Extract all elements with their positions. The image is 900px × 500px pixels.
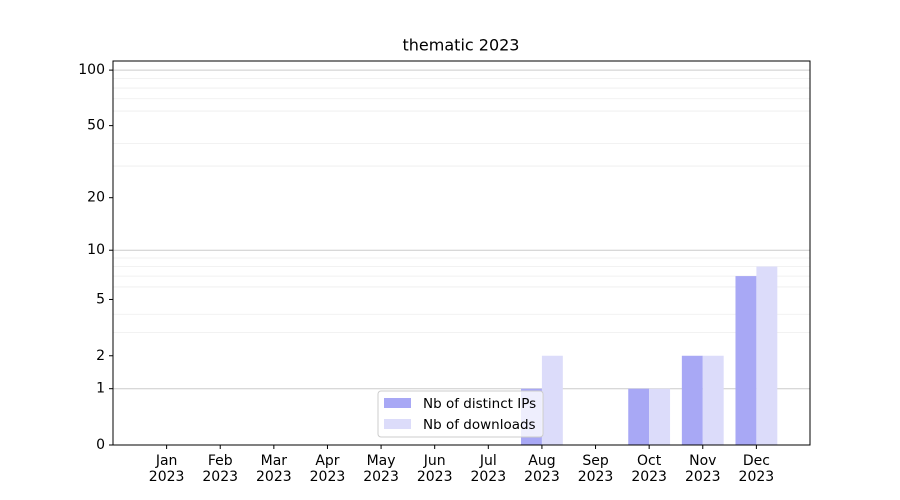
bar <box>735 276 757 445</box>
x-tick-label: Aug 2023 <box>524 453 560 485</box>
x-tick-label: Apr 2023 <box>309 453 346 485</box>
bar <box>702 355 724 445</box>
bar <box>628 388 650 445</box>
y-tick-label: 50 <box>87 118 105 134</box>
y-tick-label: 0 <box>96 437 105 453</box>
legend-box <box>377 390 544 438</box>
y-tick-label: 2 <box>96 348 105 364</box>
bar <box>681 355 703 445</box>
y-tick-label: 10 <box>87 242 105 258</box>
x-tick-label: Feb 2023 <box>202 453 239 485</box>
x-tick-label: May 2023 <box>363 453 399 485</box>
legend-label: Nb of distinct IPs <box>423 396 536 412</box>
x-tick-label: Oct 2023 <box>631 453 667 485</box>
plot-frame <box>112 60 811 446</box>
legend-swatch <box>384 419 411 429</box>
x-tick-label: Jan 2023 <box>148 453 185 485</box>
x-tick-label: Mar 2023 <box>256 453 292 485</box>
y-tick-label: 100 <box>78 62 105 78</box>
y-tick-label: 5 <box>96 291 105 307</box>
legend-swatch <box>384 398 411 408</box>
x-tick-label: Nov 2023 <box>684 453 721 485</box>
x-tick-label: Dec 2023 <box>738 453 775 485</box>
legend-label: Nb of downloads <box>423 417 536 433</box>
bar <box>649 388 671 445</box>
legend: Nb of distinct IPs Nb of downloads <box>377 390 544 438</box>
chart-title: thematic 2023 <box>403 36 520 55</box>
bar <box>756 266 778 445</box>
x-tick-label: Sep 2023 <box>577 453 614 485</box>
y-tick-label: 20 <box>87 190 105 206</box>
bar <box>541 355 563 445</box>
x-tick-label: Jun 2023 <box>416 453 453 485</box>
x-tick-label: Jul 2023 <box>470 453 507 485</box>
y-tick-label: 1 <box>96 381 105 397</box>
